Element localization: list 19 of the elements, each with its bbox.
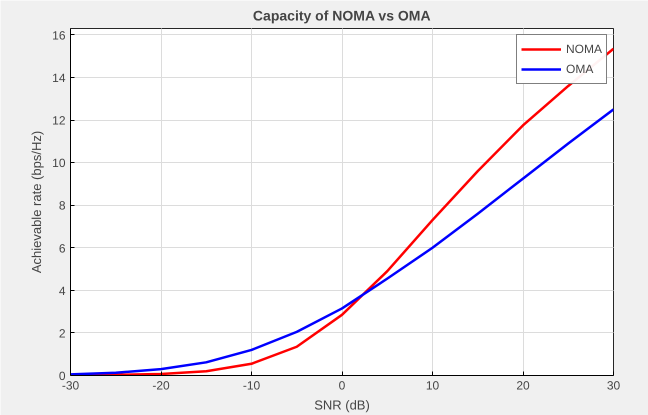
- x-tick-label: 20: [516, 378, 530, 392]
- chart-title: Capacity of NOMA vs OMA: [252, 8, 431, 24]
- y-tick-label: 2: [58, 326, 66, 340]
- y-axis-title: Achievable rate (bps/Hz): [29, 130, 44, 274]
- x-tick-label: -10: [242, 378, 260, 392]
- y-tick-label: 4: [58, 284, 66, 298]
- y-tick-label: 8: [58, 198, 66, 213]
- legend-label: OMA: [566, 62, 594, 76]
- x-tick-label: 10: [426, 378, 440, 392]
- y-tick-label: 12: [52, 114, 66, 128]
- y-tick-label: 10: [52, 156, 66, 170]
- y-tick-label: 14: [52, 70, 66, 85]
- x-axis-title: SNR (dB): [314, 398, 370, 412]
- y-tick-label: 6: [58, 241, 66, 256]
- x-tick-label: -20: [152, 378, 170, 392]
- x-tick-label: 30: [606, 378, 620, 392]
- x-tick-label: 0: [338, 378, 346, 392]
- y-tick-label: 16: [52, 28, 66, 42]
- legend-label: NOMA: [566, 42, 602, 56]
